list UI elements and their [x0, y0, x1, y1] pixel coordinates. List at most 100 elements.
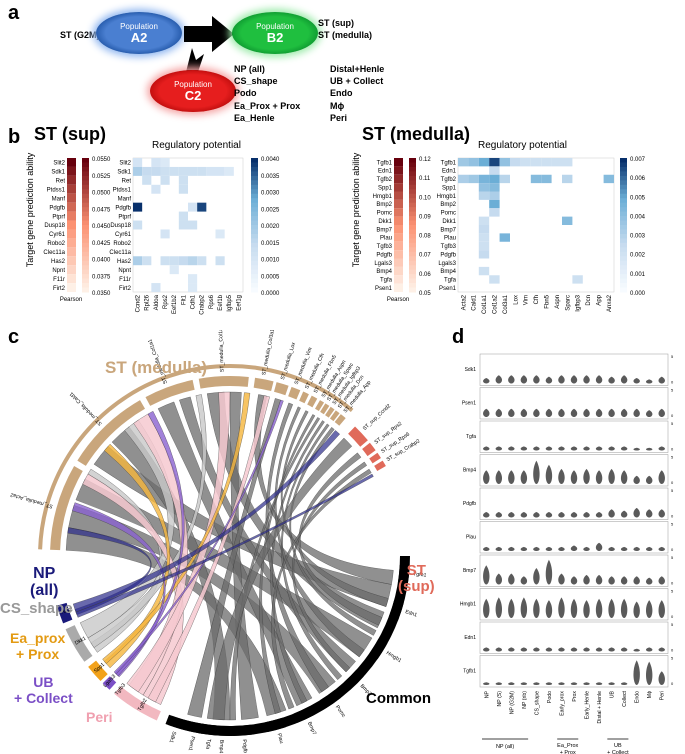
sup-cell [178, 220, 188, 230]
ea-line1: Ea_prox [10, 630, 66, 646]
sup-row-label-2: Sdk1 [117, 170, 131, 176]
violin-group-label: Peri [660, 691, 666, 700]
sup-pearson-bar [82, 198, 89, 204]
violin-tick: 0 [671, 480, 674, 485]
st-sup-title: ST (sup) [34, 124, 106, 144]
med-row-label: Hmgb1 [373, 194, 393, 200]
med-cell [478, 266, 490, 276]
sup-row-label: Pdgfb [49, 205, 65, 211]
sup-pearson-bar [82, 251, 89, 257]
med-cell [478, 191, 490, 200]
med-group: Tgfb1 Tgfb1 Edn1 Edn1 Tgfb2 Tgfb2 Spp1 Spp1 Hmgb… [373, 157, 646, 314]
med-row-label-2: Plau [444, 236, 456, 242]
sup-row-label: Ret [56, 179, 66, 185]
population-b2: Population B2 [232, 12, 318, 54]
violin-shape [545, 600, 553, 618]
sup-row-label: F11r [53, 277, 65, 283]
med-row-label-2: Hmgb1 [437, 194, 457, 200]
med-col-label: Igfbp3 [576, 294, 582, 311]
sup-col-label: Eef1g [236, 295, 242, 311]
med-reg-bar [620, 211, 627, 217]
violin-tick: 0 [671, 447, 674, 452]
violin-shape [633, 408, 640, 417]
sup-cell [160, 229, 170, 239]
sup-cell [133, 158, 143, 167]
population-a2-top: Population [120, 21, 158, 31]
sup-pearson-bar [82, 207, 89, 213]
violin-shape [483, 565, 490, 585]
med-row-label: Bmp4 [376, 269, 392, 275]
sup-row-label-2: Has2 [117, 259, 132, 265]
violin-shape [608, 546, 615, 551]
sup-pearson-bar [82, 220, 89, 226]
sup-pearson-tick: 0.0500 [92, 191, 111, 197]
sup-group: Slit2 Slit2 Sdk1 Sdk1 Ret Ret Ptdss1 Ptdss1 Manf… [43, 157, 280, 315]
med-reg-tick: 0.000 [630, 291, 646, 297]
med-col-label: Vim [524, 295, 530, 305]
cs-heading: CS_shape [0, 600, 73, 617]
sup-reg-tick: 0.0035 [261, 174, 280, 180]
med-row-label: Lgals3 [374, 261, 392, 267]
sup-reg-bar [251, 260, 258, 266]
sup-row-label-2: Ptprf [118, 214, 131, 220]
medulla-segment [145, 379, 195, 406]
sup-cell [160, 158, 170, 167]
med-pearson-bar [409, 287, 416, 293]
violin-shape [558, 446, 565, 451]
med-pearson-cell [394, 216, 403, 225]
common-segment [265, 717, 286, 733]
med-cell [478, 183, 490, 192]
sup-col-label: Crabp2 [200, 294, 206, 314]
violin-shape [520, 576, 528, 585]
violin-group-label: NP [484, 690, 490, 698]
violin-shape [545, 376, 553, 384]
med-row-label-2: Lgals3 [438, 261, 456, 267]
sup-pearson-bar [82, 189, 89, 195]
sup-reg-bar [251, 225, 258, 230]
violin-shape [645, 546, 653, 551]
violin-gene-label: Tgfa [466, 434, 476, 440]
violin-shape [483, 598, 490, 618]
med-pearson-cell [394, 174, 403, 184]
sup-col-label: Flt1 [181, 294, 187, 305]
violin-gene-label: Edn1 [464, 635, 476, 641]
sup-row-label: Sdk1 [51, 170, 65, 176]
violin-shape [658, 647, 665, 652]
sup-row-label: Ptprf [52, 214, 65, 220]
sup-segment [362, 442, 376, 457]
sup-reg-bar [251, 171, 258, 177]
med-reg-bar [620, 233, 627, 239]
sup-reg-bar [251, 220, 258, 226]
violin-shape [570, 576, 578, 585]
violin-shape [533, 446, 540, 451]
population-b2-top: Population [256, 21, 294, 31]
ub-line1: UB [33, 674, 54, 690]
sup-pearson-bar [82, 247, 89, 253]
sup-pearson-bar [82, 171, 89, 177]
sup-reg-tick: 0.0025 [261, 207, 280, 213]
med-pearson-bar [409, 229, 416, 235]
med-cell [478, 216, 490, 225]
med-pearson-cell [394, 158, 403, 167]
med-pearson-tick: 0.07 [419, 253, 431, 259]
violin-gene-label: Hmgb1 [460, 601, 476, 607]
list-column-2: Distal+Henle UB + Collect Endo Mϕ Peri [330, 63, 384, 124]
sup-cell [133, 166, 143, 176]
violin-shape [495, 597, 503, 618]
violin-tick: 5 [671, 589, 674, 594]
bracket-np-label: NP (all) [496, 744, 514, 750]
med-reg-bar [620, 175, 627, 181]
sup-row-label: Npnt [52, 268, 65, 274]
sup-cell [178, 175, 188, 185]
ea-line2: + Prox [16, 646, 60, 662]
violin-shape [558, 682, 565, 685]
violin-shape [495, 573, 503, 585]
violin-shape [570, 598, 578, 618]
med-reg-bar [620, 242, 627, 248]
sup-reg-bar [251, 175, 258, 181]
med-row-label-2: Psen1 [439, 286, 457, 292]
violin-shape [570, 375, 578, 384]
med-cell [489, 166, 500, 175]
sup-cell [206, 166, 216, 176]
med-pearson-label: Pearson [387, 297, 409, 303]
